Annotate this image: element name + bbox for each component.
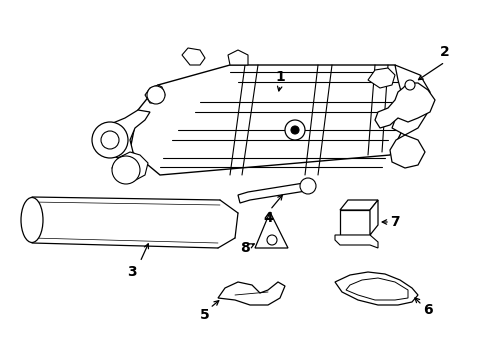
Circle shape — [92, 122, 128, 158]
Polygon shape — [346, 278, 407, 300]
Circle shape — [101, 131, 119, 149]
Polygon shape — [254, 212, 287, 248]
Circle shape — [112, 156, 140, 184]
Circle shape — [299, 178, 315, 194]
Text: 7: 7 — [389, 215, 399, 229]
Text: 5: 5 — [200, 308, 209, 322]
Polygon shape — [130, 65, 419, 175]
Polygon shape — [112, 152, 148, 182]
Text: 1: 1 — [275, 70, 285, 84]
Polygon shape — [334, 272, 417, 305]
Circle shape — [290, 126, 298, 134]
Polygon shape — [374, 83, 434, 128]
Circle shape — [266, 235, 276, 245]
Polygon shape — [218, 282, 285, 305]
Circle shape — [285, 120, 305, 140]
Circle shape — [147, 86, 164, 104]
Polygon shape — [227, 50, 247, 65]
Polygon shape — [334, 235, 377, 248]
Circle shape — [404, 80, 414, 90]
Polygon shape — [182, 48, 204, 65]
Polygon shape — [100, 110, 150, 158]
Ellipse shape — [21, 198, 43, 243]
Text: 3: 3 — [127, 265, 137, 279]
Polygon shape — [238, 182, 311, 203]
Text: 2: 2 — [439, 45, 449, 59]
Polygon shape — [391, 65, 429, 135]
Text: 6: 6 — [422, 303, 432, 317]
Text: 4: 4 — [263, 211, 272, 225]
Polygon shape — [339, 200, 377, 210]
Polygon shape — [389, 135, 424, 168]
Text: 8: 8 — [240, 241, 249, 255]
Polygon shape — [145, 85, 164, 103]
Polygon shape — [367, 68, 394, 88]
Polygon shape — [369, 200, 377, 235]
Polygon shape — [339, 210, 369, 235]
